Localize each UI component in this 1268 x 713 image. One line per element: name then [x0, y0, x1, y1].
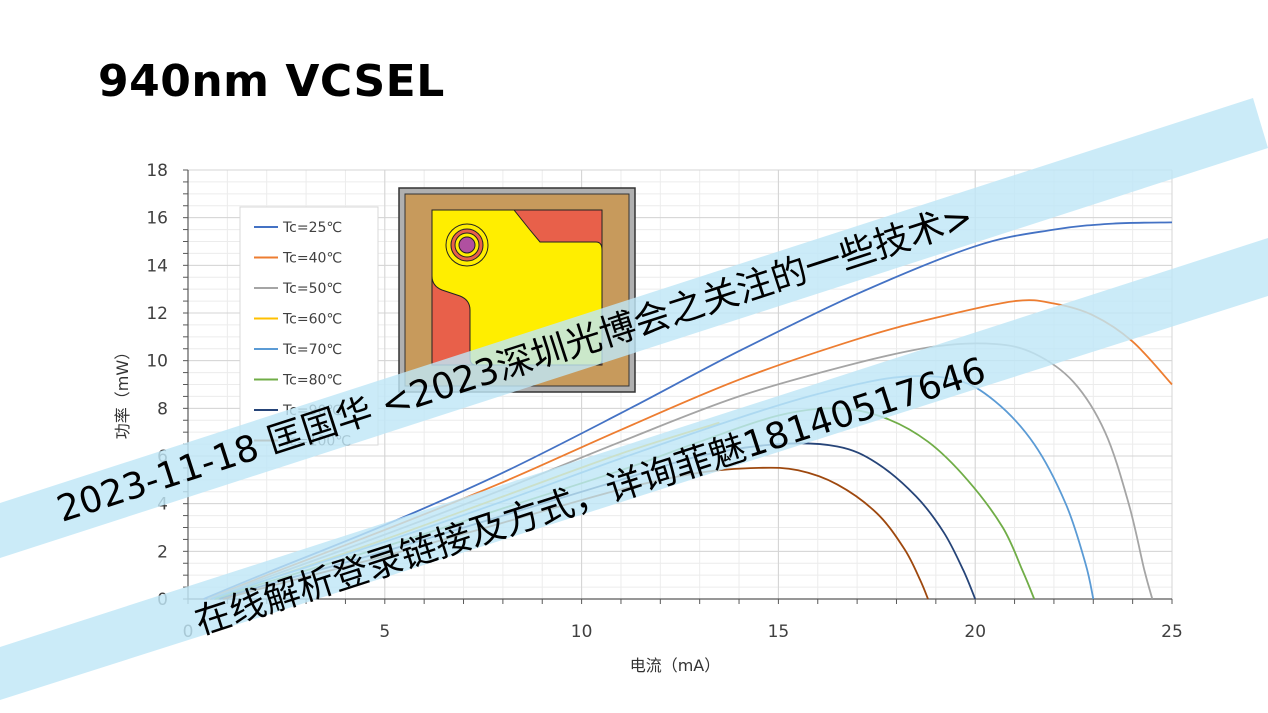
y-tick-label: 16 — [146, 209, 168, 229]
y-tick-label: 8 — [157, 399, 168, 419]
x-axis-title: 电流（mA） — [630, 656, 721, 675]
legend-label-6: Tc=80℃ — [282, 373, 342, 389]
x-tick-label: 10 — [571, 622, 593, 642]
chip-aperture — [458, 236, 476, 254]
y-tick-label: 14 — [146, 256, 168, 276]
x-tick-label: 15 — [768, 622, 790, 642]
legend-label-3: Tc=50℃ — [282, 281, 342, 297]
legend-label-5: Tc=70℃ — [282, 342, 342, 358]
y-tick-label: 2 — [157, 542, 168, 562]
x-tick-label: 20 — [964, 622, 986, 642]
legend-label-4: Tc=60℃ — [282, 312, 342, 328]
y-tick-label: 10 — [146, 352, 168, 372]
x-tick-label: 25 — [1161, 622, 1183, 642]
slide-title: 940nm VCSEL — [98, 56, 445, 107]
y-axis-title: 功率（mW） — [113, 344, 132, 439]
watermark-band-2 — [0, 238, 1268, 700]
legend-label-2: Tc=40℃ — [282, 251, 342, 267]
y-tick-label: 18 — [146, 161, 168, 181]
x-tick-label: 5 — [379, 622, 390, 642]
y-tick-label: 12 — [146, 304, 168, 324]
watermark-band-1 — [0, 98, 1268, 558]
legend-label-1: Tc=25℃ — [282, 220, 342, 236]
